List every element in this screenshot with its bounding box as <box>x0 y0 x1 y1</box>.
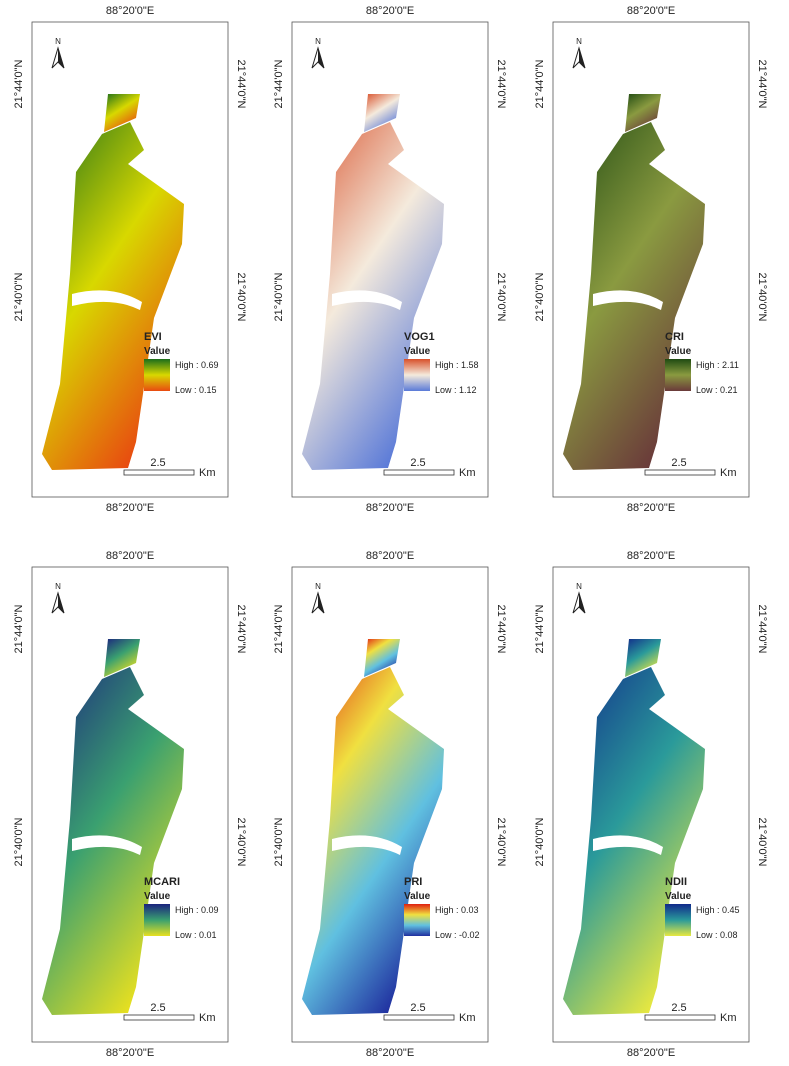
north-label: N <box>55 582 61 591</box>
latitude-label: 21°40'0"N <box>235 818 247 867</box>
scale-unit: Km <box>459 467 476 479</box>
north-label: N <box>576 582 582 591</box>
latitude-label: 21°40'0"N <box>534 817 546 866</box>
latitude-label: 21°40'0"N <box>495 273 507 322</box>
scale-distance: 2.5 <box>150 457 165 469</box>
legend-ramp <box>665 359 691 391</box>
latitude-label: 21°44'0"N <box>273 59 285 108</box>
legend-ramp <box>665 904 691 936</box>
legend-subtitle: Value <box>665 891 692 902</box>
longitude-label: 88°20'0"E <box>366 1047 414 1059</box>
scale-bar <box>384 470 454 475</box>
latitude-label: 21°40'0"N <box>13 272 25 321</box>
scale-unit: Km <box>199 467 216 479</box>
legend-low: Low : -0.02 <box>435 930 480 940</box>
scale-bar <box>645 470 715 475</box>
legend-subtitle: Value <box>144 346 171 357</box>
latitude-label: 21°44'0"N <box>534 604 546 653</box>
latitude-label: 21°44'0"N <box>273 604 285 653</box>
legend-low: Low : 0.21 <box>696 385 738 395</box>
legend-low: Low : 0.01 <box>175 930 217 940</box>
longitude-label: 88°20'0"E <box>106 502 154 514</box>
scale-distance: 2.5 <box>410 457 425 469</box>
longitude-label: 88°20'0"E <box>106 1047 154 1059</box>
latitude-label: 21°44'0"N <box>13 59 25 108</box>
map-panel: 88°20'0"E 88°20'0"E 21°44'0"N 21°44'0"N 21°4… <box>273 550 507 1059</box>
legend-high: High : 1.58 <box>435 360 479 370</box>
latitude-label: 21°40'0"N <box>273 817 285 866</box>
latitude-label: 21°40'0"N <box>756 818 768 867</box>
scale-unit: Km <box>199 1012 216 1024</box>
latitude-label: 21°44'0"N <box>756 60 768 109</box>
map-panel: 88°20'0"E 88°20'0"E 21°44'0"N 21°44'0"N 21°4… <box>534 550 768 1059</box>
latitude-label: 21°40'0"N <box>235 273 247 322</box>
scale-bar <box>645 1015 715 1020</box>
legend-title: NDII <box>665 876 687 888</box>
scale-bar <box>384 1015 454 1020</box>
longitude-label: 88°20'0"E <box>366 5 414 17</box>
north-label: N <box>55 37 61 46</box>
longitude-label: 88°20'0"E <box>627 550 675 562</box>
scale-unit: Km <box>459 1012 476 1024</box>
map-panel: 88°20'0"E 88°20'0"E 21°44'0"N 21°44'0"N 21°4… <box>273 5 507 514</box>
latitude-label: 21°44'0"N <box>235 605 247 654</box>
legend-high: High : 2.11 <box>696 360 739 370</box>
legend-low: Low : 0.15 <box>175 385 217 395</box>
longitude-label: 88°20'0"E <box>366 502 414 514</box>
legend-subtitle: Value <box>404 346 431 357</box>
scale-bar <box>124 470 194 475</box>
latitude-label: 21°40'0"N <box>756 273 768 322</box>
north-label: N <box>315 37 321 46</box>
scale-distance: 2.5 <box>410 1002 425 1014</box>
scale-unit: Km <box>720 1012 737 1024</box>
legend-high: High : 0.69 <box>175 360 219 370</box>
north-label: N <box>315 582 321 591</box>
legend-title: EVI <box>144 331 162 343</box>
latitude-label: 21°44'0"N <box>495 60 507 109</box>
scale-distance: 2.5 <box>150 1002 165 1014</box>
latitude-label: 21°44'0"N <box>495 605 507 654</box>
legend-ramp <box>404 359 430 391</box>
longitude-label: 88°20'0"E <box>366 550 414 562</box>
legend-high: High : 0.03 <box>435 905 479 915</box>
latitude-label: 21°44'0"N <box>235 60 247 109</box>
longitude-label: 88°20'0"E <box>106 5 154 17</box>
latitude-label: 21°40'0"N <box>534 272 546 321</box>
latitude-label: 21°44'0"N <box>13 604 25 653</box>
latitude-label: 21°40'0"N <box>13 817 25 866</box>
longitude-label: 88°20'0"E <box>627 5 675 17</box>
legend-ramp <box>404 904 430 936</box>
legend-subtitle: Value <box>665 346 692 357</box>
legend-title: CRI <box>665 331 684 343</box>
map-panel: 88°20'0"E 88°20'0"E 21°44'0"N 21°44'0"N 21°4… <box>534 5 768 514</box>
latitude-label: 21°40'0"N <box>273 272 285 321</box>
legend-title: VOG1 <box>404 331 435 343</box>
map-panel: 88°20'0"E 88°20'0"E 21°44'0"N 21°44'0"N 21°4… <box>13 550 247 1059</box>
longitude-label: 88°20'0"E <box>627 1047 675 1059</box>
longitude-label: 88°20'0"E <box>627 502 675 514</box>
map-panel: 88°20'0"E 88°20'0"E 21°44'0"N 21°44'0"N 21°4… <box>13 5 247 514</box>
legend-subtitle: Value <box>144 891 171 902</box>
scale-distance: 2.5 <box>671 457 686 469</box>
legend-high: High : 0.45 <box>696 905 740 915</box>
longitude-label: 88°20'0"E <box>106 550 154 562</box>
legend-ramp <box>144 904 170 936</box>
legend-low: Low : 0.08 <box>696 930 738 940</box>
legend-subtitle: Value <box>404 891 431 902</box>
latitude-label: 21°44'0"N <box>534 59 546 108</box>
scale-unit: Km <box>720 467 737 479</box>
legend-high: High : 0.09 <box>175 905 219 915</box>
latitude-label: 21°44'0"N <box>756 605 768 654</box>
scale-distance: 2.5 <box>671 1002 686 1014</box>
legend-ramp <box>144 359 170 391</box>
scale-bar <box>124 1015 194 1020</box>
legend-low: Low : 1.12 <box>435 385 477 395</box>
legend-title: MCARI <box>144 876 180 888</box>
north-label: N <box>576 37 582 46</box>
legend-title: PRI <box>404 876 422 888</box>
latitude-label: 21°40'0"N <box>495 818 507 867</box>
figure: 88°20'0"E 88°20'0"E 21°44'0"N 21°44'0"N 21°4… <box>0 0 789 1061</box>
